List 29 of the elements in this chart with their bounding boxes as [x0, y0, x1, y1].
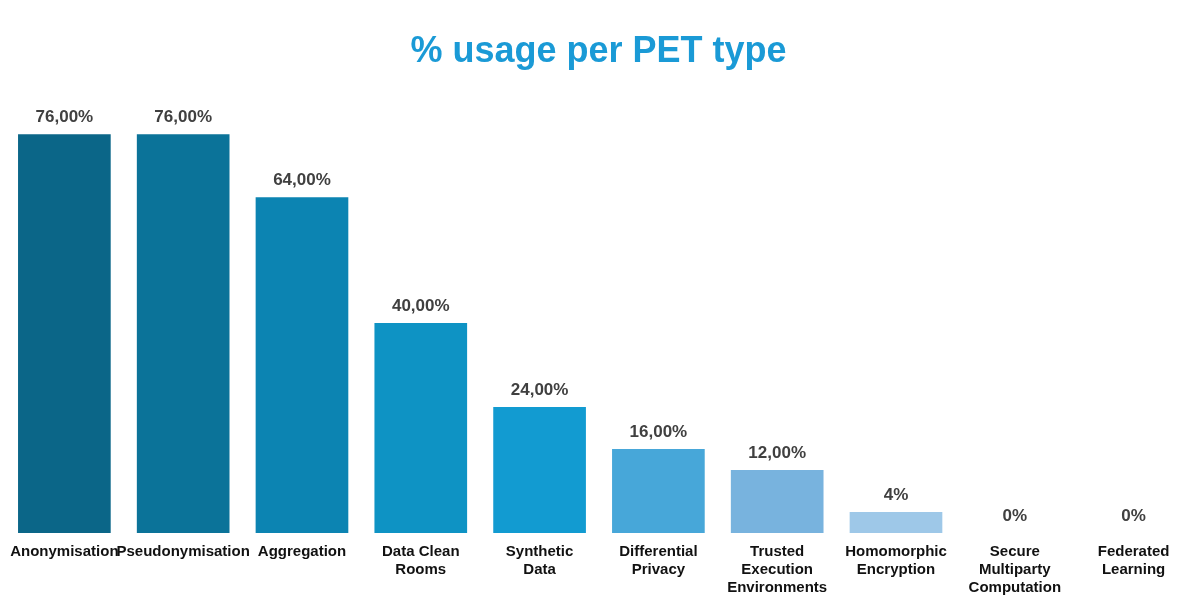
data-label: 76,00% [35, 107, 94, 127]
x-tick-label: Anonymisation [10, 542, 119, 560]
chart-title: % usage per PET type [410, 28, 787, 70]
bar [136, 134, 230, 533]
data-label: 76,00% [154, 107, 213, 127]
x-tick-label: Trusted Execution Environments [727, 542, 828, 596]
data-label: 24,00% [510, 380, 569, 400]
data-label: 4% [883, 485, 909, 505]
bar [612, 449, 705, 533]
data-label: 40,00% [391, 296, 450, 316]
x-tick-label: Aggregation [257, 542, 347, 560]
x-tick-label: Pseudonymisation [116, 542, 250, 560]
bar [493, 407, 586, 533]
x-tick-label: Data Clean Rooms [382, 542, 460, 578]
x-tick-label: Secure Multiparty Computation [968, 542, 1062, 596]
x-tick-label: Differential Privacy [619, 542, 698, 578]
bar [849, 512, 943, 533]
bar [730, 470, 824, 533]
bar [374, 323, 468, 533]
bar [255, 197, 349, 533]
data-label: 16,00% [629, 422, 688, 442]
data-label: 12,00% [748, 443, 807, 463]
x-tick-label: Homomorphic Encryption [845, 542, 947, 578]
x-tick-label: Federated Learning [1097, 542, 1170, 578]
data-label: 0% [1002, 506, 1028, 526]
bar [18, 134, 111, 533]
x-tick-label: Synthetic Data [505, 542, 574, 578]
data-label: 64,00% [273, 170, 331, 190]
data-label: 0% [1121, 506, 1146, 526]
